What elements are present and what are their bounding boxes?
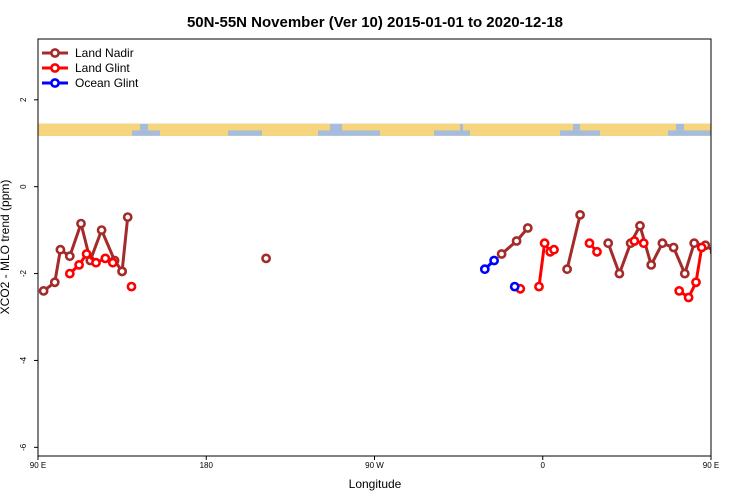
- data-point-land-nadir: [38, 285, 49, 296]
- x-tick-label: 90 W: [365, 461, 384, 470]
- data-point-land-nadir: [55, 244, 66, 255]
- series-line-land-nadir: [606, 224, 711, 276]
- data-point-land-nadir: [261, 253, 271, 264]
- data-point-land-nadir: [496, 249, 507, 259]
- y-tick-label: -2: [19, 269, 28, 277]
- data-point-land-nadir: [679, 268, 690, 279]
- x-tick-label: 90 E: [703, 461, 719, 470]
- data-point-land-glint: [638, 238, 649, 249]
- data-point-land-glint: [683, 292, 694, 303]
- land-band-segment: [160, 130, 228, 136]
- legend-label: Land Glint: [75, 61, 130, 75]
- data-point-land-glint: [691, 277, 701, 288]
- data-point-land-nadir: [737, 240, 744, 247]
- y-axis-label: XCO2 - MLO trend (ppm): [0, 180, 12, 315]
- data-point-land-nadir: [522, 223, 533, 233]
- legend-item-land-nadir: Land Nadir: [42, 46, 134, 60]
- x-tick-label: 90 E: [30, 461, 46, 470]
- data-point-land-glint: [539, 238, 550, 249]
- series-land-glint: [64, 236, 707, 303]
- data-point-ocean-glint: [489, 255, 499, 266]
- series-line-land-glint: [678, 247, 704, 299]
- legend-marker: [50, 78, 60, 88]
- data-point-land-glint: [629, 236, 640, 246]
- data-point-land-nadir: [603, 238, 614, 249]
- data-point-land-glint: [534, 281, 544, 292]
- data-point-land-nadir: [689, 238, 700, 249]
- legend-label: Ocean Glint: [75, 76, 139, 90]
- data-point-land-nadir: [49, 277, 60, 288]
- data-point-land-nadir: [722, 237, 729, 244]
- data-point-land-nadir: [96, 225, 107, 235]
- x-axis-label: Longitude: [349, 477, 402, 491]
- land-band-segment: [148, 123, 330, 131]
- chart-title: 50N-55N November (Ver 10) 2015-01-01 to …: [187, 14, 563, 31]
- y-tick-label: 0: [19, 184, 28, 189]
- series-line-land-nadir: [565, 214, 582, 270]
- land-ocean-band: [38, 123, 711, 136]
- data-point-ocean-glint: [509, 281, 520, 292]
- data-point-land-glint: [696, 242, 707, 253]
- data-point-land-glint: [674, 285, 685, 296]
- data-point-land-glint: [126, 281, 137, 292]
- series-line-land-nadir: [120, 216, 130, 272]
- y-tick-label: 2: [19, 97, 28, 102]
- data-point-land-nadir: [122, 212, 133, 222]
- y-tick-label: -6: [19, 443, 28, 451]
- data-point-land-nadir: [562, 264, 572, 275]
- series-ocean-glint: [479, 255, 520, 292]
- data-point-land-nadir: [64, 251, 75, 262]
- land-band-segment: [262, 130, 318, 136]
- y-tick-label: -4: [19, 356, 28, 364]
- land-band-segment: [380, 130, 434, 136]
- data-point-ocean-glint: [479, 264, 490, 275]
- legend-marker: [50, 48, 60, 58]
- land-band-segment: [38, 130, 132, 136]
- land-band-segment: [342, 123, 460, 131]
- data-point-land-nadir: [614, 268, 625, 279]
- legend-label: Land Nadir: [75, 46, 134, 60]
- data-point-land-glint: [81, 249, 92, 259]
- legend-marker: [50, 63, 60, 73]
- data-point-land-glint: [100, 253, 111, 264]
- data-point-land-nadir: [511, 236, 522, 246]
- x-tick-label: 0: [541, 461, 546, 470]
- land-band-segment: [38, 123, 140, 131]
- data-point-land-nadir: [668, 242, 679, 253]
- axes: 90 E 180 90 W 0 90 E 2 0 -2 -4 -6: [19, 97, 719, 470]
- data-point-land-nadir: [575, 209, 585, 220]
- land-band-segment: [580, 123, 676, 131]
- plot-area: [38, 209, 744, 303]
- data-point-land-glint: [107, 257, 118, 268]
- data-point-land-nadir: [709, 248, 711, 255]
- land-band-segment: [470, 130, 560, 136]
- data-point-land-glint: [64, 268, 75, 279]
- data-point-land-nadir: [117, 266, 127, 277]
- data-point-land-glint: [74, 259, 84, 270]
- data-point-land-glint: [549, 244, 559, 255]
- data-point-land-nadir: [76, 218, 86, 229]
- legend-item-land-glint: Land Glint: [42, 61, 130, 75]
- data-point-land-glint: [592, 246, 602, 257]
- data-point-land-nadir: [657, 238, 668, 249]
- land-band-segment: [600, 130, 668, 136]
- data-point-land-glint: [91, 257, 101, 268]
- data-point-land-nadir: [646, 259, 657, 270]
- data-point-land-glint: [584, 238, 595, 249]
- land-band-segment: [684, 123, 711, 131]
- x-tick-label: 180: [200, 461, 214, 470]
- legend-item-ocean-glint: Ocean Glint: [42, 76, 139, 90]
- series-land-nadir: [38, 209, 744, 296]
- data-point-land-nadir: [635, 220, 645, 231]
- land-band-segment: [463, 123, 573, 131]
